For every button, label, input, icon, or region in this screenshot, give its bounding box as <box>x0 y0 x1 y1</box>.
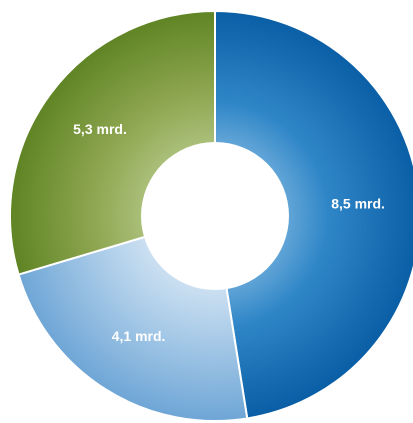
slice-label-3: 5,3 mrd. <box>73 121 127 137</box>
slice-label-1: 8,5 mrd. <box>331 195 385 211</box>
donut-slice-1 <box>214 9 413 420</box>
slice-label-2: 4,1 mrd. <box>112 328 166 344</box>
donut-hole <box>141 142 289 290</box>
labels-group: 8,5 mrd. 4,1 mrd. 5,3 mrd. <box>73 121 385 344</box>
